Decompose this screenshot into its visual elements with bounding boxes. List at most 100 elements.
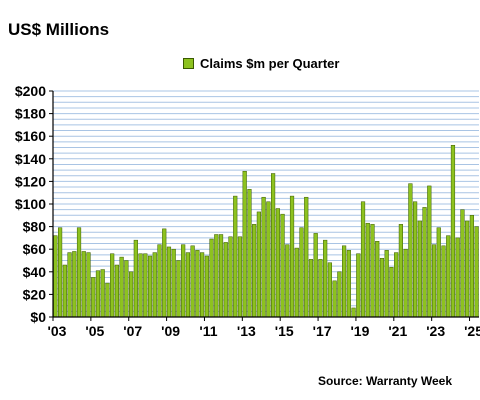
- bar: [223, 242, 228, 318]
- bar: [446, 235, 451, 318]
- gridlines: [53, 90, 479, 312]
- bar: [460, 209, 465, 318]
- x-tick-label: '15: [275, 323, 294, 339]
- bar: [318, 259, 323, 318]
- bar: [157, 244, 162, 318]
- bar: [124, 260, 129, 318]
- bar: [280, 213, 285, 318]
- bar: [171, 248, 176, 318]
- bar: [162, 228, 167, 318]
- bar: [67, 252, 72, 318]
- bar: [394, 252, 399, 318]
- y-tick-label: $120: [15, 173, 46, 189]
- bar: [176, 260, 181, 318]
- bar: [422, 207, 427, 318]
- source-note: Source: Warranty Week: [317, 374, 452, 388]
- y-tick-label: $60: [23, 241, 47, 257]
- bar: [129, 271, 134, 318]
- x-tick-label: '23: [426, 323, 445, 339]
- bar: [294, 247, 299, 318]
- bar: [450, 144, 456, 318]
- bar: [228, 236, 233, 318]
- bar: [384, 250, 389, 318]
- bar: [356, 253, 361, 318]
- bar: [441, 245, 446, 318]
- x-tick-label: '03: [48, 323, 67, 339]
- bar: [465, 220, 470, 318]
- y-tick-label: $20: [23, 286, 47, 302]
- bar: [351, 307, 356, 318]
- bar: [427, 185, 432, 318]
- bar: [209, 238, 214, 318]
- bar: [398, 224, 403, 318]
- bar: [342, 245, 347, 318]
- bar: [289, 195, 295, 318]
- bar: [181, 244, 186, 318]
- bar: [256, 211, 261, 318]
- bar: [133, 239, 138, 318]
- bar: [304, 196, 309, 318]
- bar: [100, 269, 105, 318]
- bar: [365, 222, 370, 318]
- bar: [91, 277, 96, 318]
- bar: [408, 183, 413, 318]
- bar: [252, 224, 257, 318]
- bar: [86, 252, 91, 318]
- bar: [261, 196, 266, 318]
- y-tick-label: $80: [23, 219, 47, 235]
- bar: [242, 170, 247, 318]
- bar: [455, 237, 460, 318]
- bar: [195, 250, 200, 318]
- bar: [389, 267, 394, 318]
- bar: [431, 244, 437, 318]
- bar: [81, 251, 86, 318]
- bar: [72, 251, 77, 318]
- bar: [53, 235, 58, 318]
- bar: [370, 224, 375, 318]
- y-tick-label: $40: [23, 264, 47, 280]
- bar: [346, 250, 351, 318]
- chart-title: US$ Millions: [8, 20, 110, 39]
- bar: [474, 226, 479, 318]
- x-tick-label: '19: [350, 323, 369, 339]
- bar: [337, 271, 342, 318]
- x-tick-label: '13: [237, 323, 256, 339]
- bar: [275, 208, 280, 318]
- x-tick-label: '25: [464, 323, 480, 339]
- x-tick-label: '21: [388, 323, 407, 339]
- y-tick-label: $140: [15, 151, 46, 167]
- bar: [190, 245, 195, 318]
- bar: [436, 227, 441, 318]
- bar: [247, 189, 252, 318]
- bar: [403, 248, 408, 318]
- bar: [308, 259, 314, 318]
- bar: [313, 233, 318, 318]
- y-tick-label: $0: [30, 309, 46, 325]
- bar: [469, 215, 474, 318]
- bar: [143, 253, 148, 318]
- bar: [375, 241, 380, 318]
- y-tick-label: $100: [15, 196, 46, 212]
- bar: [58, 227, 63, 318]
- bar: [332, 280, 337, 318]
- bar: [233, 195, 238, 318]
- bar: [62, 264, 67, 318]
- x-tick-label: '07: [123, 323, 142, 339]
- y-tick-label: $160: [15, 128, 46, 144]
- bar: [413, 201, 418, 318]
- legend-label: Claims $m per Quarter: [200, 56, 340, 71]
- bar: [271, 173, 276, 318]
- bar: [138, 253, 143, 318]
- bar: [105, 282, 110, 318]
- bar: [417, 220, 422, 318]
- y-tick-label: $180: [15, 106, 46, 122]
- x-tick-label: '17: [313, 323, 332, 339]
- bar: [200, 252, 205, 318]
- bar: [237, 236, 243, 318]
- bar: [360, 201, 366, 318]
- bar: [285, 244, 290, 318]
- x-tick-label: '05: [85, 323, 104, 339]
- bar: [379, 257, 385, 318]
- bar: [95, 270, 101, 318]
